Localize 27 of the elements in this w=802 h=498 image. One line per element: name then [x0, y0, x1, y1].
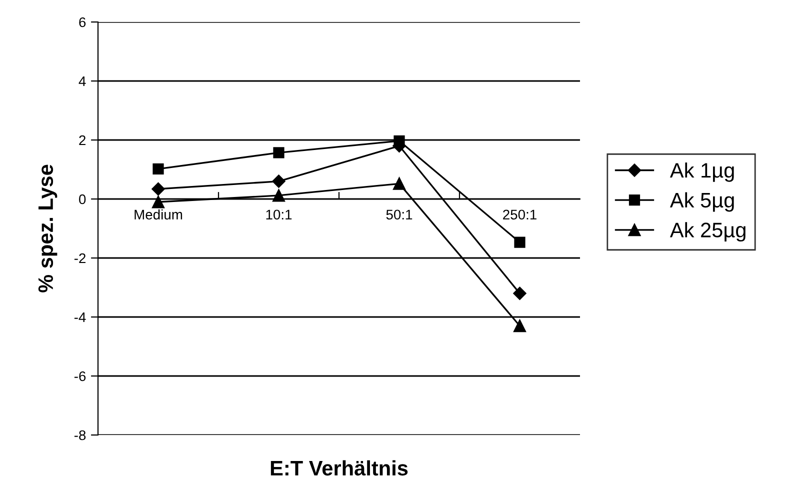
y-tick-label: -8 [74, 430, 86, 440]
y-tick-label: -2 [74, 253, 86, 264]
y-tick-label: -4 [74, 312, 86, 322]
point [513, 286, 526, 300]
y-axis-title: % spez. Lyse [38, 164, 58, 292]
legend-label: Ak 5µg [670, 192, 734, 212]
y-tick-label: -6 [74, 371, 86, 382]
x-tick-label: 10:1 [266, 210, 292, 220]
x-tick-label: 250:1 [503, 210, 536, 220]
point [152, 163, 164, 174]
point [273, 147, 284, 158]
point [272, 174, 286, 188]
point [272, 189, 285, 202]
legend-label: Ak 25µg [670, 222, 746, 242]
point [514, 320, 526, 332]
point [393, 177, 406, 190]
point [152, 196, 164, 208]
x-axis-title: E:T Verhältnis [270, 460, 408, 476]
point [514, 236, 526, 248]
y-tick-label: 6 [79, 17, 86, 28]
y-tick-label: 4 [78, 76, 86, 86]
y-tick-label: 2 [79, 135, 86, 146]
point [152, 182, 165, 196]
x-tick-label: Medium [134, 209, 182, 220]
legend-label: Ak 1µg [670, 162, 734, 182]
y-tick-label: 0 [79, 194, 86, 204]
x-tick-label: 50:1 [386, 210, 412, 220]
